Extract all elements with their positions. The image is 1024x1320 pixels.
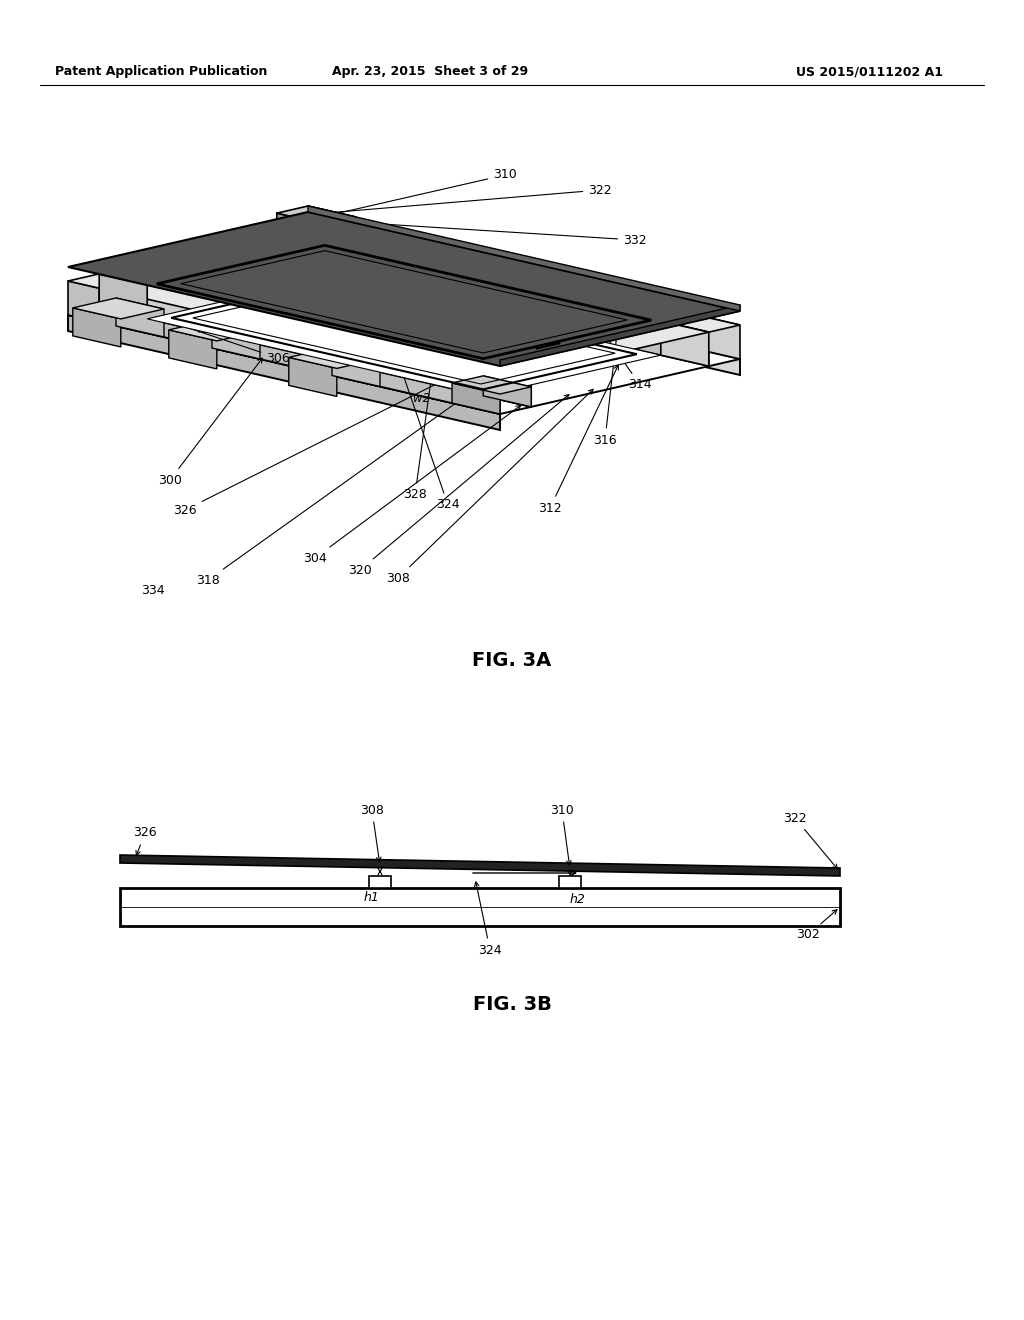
Text: 314: 314: [580, 298, 652, 392]
Polygon shape: [68, 213, 740, 366]
Polygon shape: [308, 206, 740, 312]
Text: 304: 304: [303, 405, 521, 565]
Polygon shape: [147, 279, 660, 396]
Polygon shape: [476, 271, 524, 309]
Polygon shape: [500, 305, 740, 366]
Text: 312: 312: [539, 366, 618, 515]
Text: 324: 324: [474, 882, 502, 957]
Text: 302: 302: [796, 909, 837, 941]
Polygon shape: [169, 319, 260, 341]
Text: 308: 308: [360, 804, 384, 862]
Polygon shape: [332, 347, 380, 387]
Polygon shape: [68, 315, 500, 430]
Text: Patent Application Publication: Patent Application Publication: [55, 66, 267, 78]
Text: 326: 326: [133, 826, 157, 855]
Polygon shape: [660, 321, 709, 366]
Polygon shape: [99, 273, 531, 407]
Polygon shape: [476, 260, 567, 281]
Text: 322: 322: [783, 812, 838, 869]
Text: 306: 306: [156, 317, 290, 364]
Polygon shape: [289, 347, 380, 368]
Text: l1: l1: [198, 323, 209, 337]
Text: FIG. 3A: FIG. 3A: [472, 651, 552, 669]
Polygon shape: [276, 226, 740, 333]
Polygon shape: [212, 319, 260, 359]
Polygon shape: [308, 206, 356, 271]
Polygon shape: [169, 330, 217, 368]
Text: 310: 310: [550, 804, 573, 865]
Polygon shape: [452, 383, 500, 414]
Polygon shape: [559, 876, 581, 888]
Polygon shape: [276, 213, 325, 279]
Text: 322: 322: [312, 183, 611, 216]
Polygon shape: [99, 273, 147, 319]
Polygon shape: [615, 282, 664, 322]
Polygon shape: [68, 260, 740, 414]
Text: 316: 316: [593, 310, 622, 446]
Polygon shape: [99, 234, 325, 285]
Text: 302: 302: [204, 293, 417, 322]
Text: 300: 300: [158, 358, 262, 487]
Text: h2: h2: [570, 894, 586, 906]
Polygon shape: [276, 234, 709, 366]
Text: 334: 334: [141, 583, 165, 597]
Polygon shape: [120, 855, 840, 876]
Polygon shape: [452, 376, 531, 393]
Polygon shape: [68, 281, 500, 414]
Text: h1: h1: [365, 891, 380, 904]
Text: 310: 310: [216, 169, 517, 243]
Polygon shape: [483, 362, 531, 407]
Polygon shape: [289, 358, 337, 396]
Polygon shape: [572, 293, 620, 331]
Polygon shape: [73, 308, 121, 347]
Text: 326: 326: [173, 354, 497, 516]
Text: 318: 318: [197, 400, 461, 586]
Polygon shape: [73, 298, 164, 319]
Polygon shape: [276, 234, 325, 279]
Polygon shape: [276, 206, 356, 224]
Text: 324: 324: [381, 312, 460, 511]
Text: w: w: [464, 252, 474, 265]
Polygon shape: [308, 260, 740, 375]
Polygon shape: [380, 248, 428, 288]
Polygon shape: [572, 282, 664, 304]
Text: w1: w1: [383, 319, 400, 333]
Text: 332: 332: [355, 220, 647, 247]
Polygon shape: [68, 273, 531, 380]
Polygon shape: [423, 239, 471, 277]
Polygon shape: [483, 321, 709, 372]
Text: US 2015/0111202 A1: US 2015/0111202 A1: [797, 66, 943, 78]
Polygon shape: [536, 342, 560, 350]
Text: 320: 320: [348, 395, 569, 577]
Text: 328: 328: [403, 319, 441, 502]
Text: 330: 330: [344, 317, 368, 330]
Text: Apr. 23, 2015  Sheet 3 of 29: Apr. 23, 2015 Sheet 3 of 29: [332, 66, 528, 78]
Text: w2: w2: [413, 392, 430, 405]
Text: FIG. 3B: FIG. 3B: [472, 995, 552, 1015]
Polygon shape: [483, 376, 531, 407]
Polygon shape: [519, 260, 567, 300]
Polygon shape: [116, 298, 164, 337]
Polygon shape: [120, 888, 840, 927]
Polygon shape: [147, 244, 660, 362]
Polygon shape: [369, 876, 391, 888]
Polygon shape: [380, 239, 471, 260]
Polygon shape: [308, 226, 740, 359]
Text: 308: 308: [386, 389, 593, 585]
